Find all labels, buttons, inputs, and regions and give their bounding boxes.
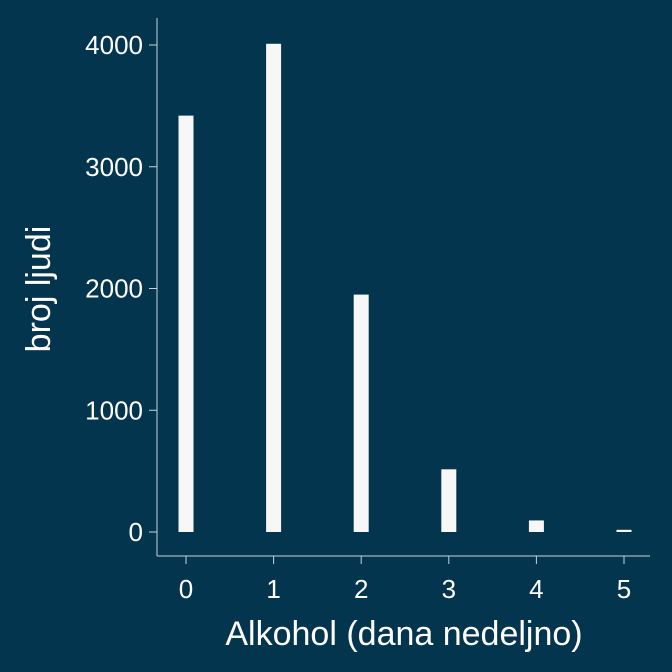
bars xyxy=(178,43,632,533)
bar-5 xyxy=(616,529,632,532)
y-tick-label: 1000 xyxy=(85,395,143,425)
bar-0 xyxy=(178,115,194,533)
y-tick-label: 2000 xyxy=(85,274,143,304)
x-axis-title: Alkohol (dana nedeljno) xyxy=(225,615,582,653)
x-tick-label: 4 xyxy=(529,574,543,604)
x-tick-label: 2 xyxy=(354,574,368,604)
x-tick-label: 0 xyxy=(179,574,193,604)
y-tick-label: 3000 xyxy=(85,152,143,182)
bar-1 xyxy=(266,43,282,532)
x-tick-label: 5 xyxy=(617,574,631,604)
y-tick-label: 0 xyxy=(129,517,143,547)
y-axis-title: broj ljudi xyxy=(20,226,58,353)
bar-3 xyxy=(441,469,457,532)
x-tick-label: 3 xyxy=(442,574,456,604)
x-ticks: 0 1 2 3 4 5 xyxy=(179,556,631,604)
bar-4 xyxy=(528,520,544,532)
y-tick-label: 4000 xyxy=(85,30,143,60)
axes xyxy=(156,18,650,557)
y-ticks: 0 1000 2000 3000 4000 xyxy=(85,30,157,547)
x-tick-label: 1 xyxy=(266,574,280,604)
bar-2 xyxy=(353,294,369,532)
